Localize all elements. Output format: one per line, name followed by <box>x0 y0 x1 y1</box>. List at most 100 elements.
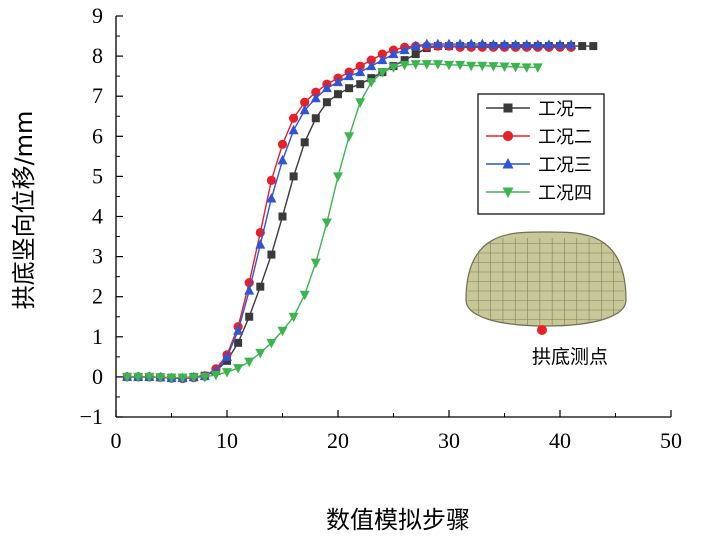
y-tick-label: −1 <box>80 404 103 429</box>
data-point <box>266 175 276 186</box>
data-point <box>377 54 388 65</box>
legend-marker <box>502 130 514 142</box>
axes: 0 10 20 30 40 50 −1 0 1 2 3 4 5 6 7 8 9 <box>80 3 682 453</box>
data-point <box>355 66 366 77</box>
data-point <box>388 48 399 59</box>
x-tick-label: 30 <box>438 428 460 453</box>
data-point <box>366 60 377 71</box>
y-axis-label: 拱底竖向位移/mm <box>10 111 38 310</box>
data-point <box>421 60 432 70</box>
y-tick-label: 7 <box>92 83 103 108</box>
data-point <box>521 39 532 49</box>
data-point <box>377 49 387 59</box>
data-point <box>266 192 277 203</box>
data-point <box>166 373 177 384</box>
data-point <box>233 325 244 335</box>
data-point <box>399 60 410 71</box>
x-tick-label: 50 <box>660 428 682 453</box>
data-point <box>432 60 443 70</box>
data-point <box>410 60 421 70</box>
y-tick-label: 3 <box>92 244 103 269</box>
data-point <box>444 60 454 71</box>
data-point <box>278 212 287 221</box>
x-tick-label: 0 <box>111 428 122 453</box>
data-point <box>222 351 232 361</box>
data-point <box>311 114 320 123</box>
legend-marker <box>502 187 514 198</box>
data-point <box>311 87 321 97</box>
x-tick-label: 20 <box>327 428 349 453</box>
data-point <box>455 38 466 49</box>
legend-item: 工况一 <box>486 99 592 120</box>
data-point <box>144 372 155 383</box>
data-point <box>377 68 388 78</box>
y-tick-label: 0 <box>92 364 103 389</box>
data-point <box>345 84 354 93</box>
data-point <box>333 172 343 182</box>
data-point <box>244 357 255 368</box>
legend-label: 工况四 <box>538 183 592 204</box>
data-point <box>367 74 376 83</box>
series-line <box>127 63 538 379</box>
legend-label: 工况二 <box>538 127 592 148</box>
data-point <box>300 138 309 147</box>
data-point <box>289 113 299 123</box>
data-point <box>566 39 577 49</box>
data-point <box>277 139 288 149</box>
data-point <box>310 258 321 269</box>
data-point <box>255 239 266 249</box>
data-point <box>510 62 521 73</box>
x-axis-label: 数值模拟步骤 <box>326 506 470 534</box>
data-point <box>210 370 221 381</box>
data-point <box>300 97 310 107</box>
data-point <box>366 78 377 88</box>
legend-item: 工况三 <box>486 155 592 176</box>
y-tick-label: 8 <box>92 43 103 68</box>
legend-item: 工况四 <box>486 183 592 204</box>
data-point <box>521 63 532 73</box>
data-point <box>255 348 266 359</box>
data-point <box>256 282 265 291</box>
data-point <box>322 98 331 107</box>
data-point <box>288 312 299 323</box>
data-point <box>155 373 166 383</box>
data-point <box>245 312 254 321</box>
data-point <box>267 250 276 259</box>
data-point <box>400 56 409 65</box>
data-point <box>233 364 244 374</box>
y-tick-label: 6 <box>92 123 103 148</box>
y-tick-label: 4 <box>92 204 103 229</box>
data-point <box>578 42 587 51</box>
data-point <box>299 290 310 301</box>
data-point <box>432 38 443 49</box>
x-tick-label: 40 <box>549 428 571 453</box>
data-point <box>244 285 255 295</box>
data-point <box>310 92 321 103</box>
data-point <box>455 60 466 71</box>
series-4 <box>122 60 543 384</box>
measurement-point-marker <box>537 325 547 335</box>
data-point <box>532 63 543 73</box>
data-point <box>499 62 510 73</box>
y-tick-label: 9 <box>92 3 103 28</box>
data-point <box>543 39 554 49</box>
data-point <box>366 55 376 65</box>
data-point <box>277 326 288 337</box>
data-point <box>344 70 355 81</box>
y-tick-label: 1 <box>92 324 103 349</box>
data-point <box>399 44 410 55</box>
data-point <box>410 40 421 51</box>
data-point <box>321 218 332 229</box>
measurement-point-label: 拱底测点 <box>532 346 608 368</box>
data-point <box>344 132 355 142</box>
y-tick-label: 5 <box>92 163 103 188</box>
data-point <box>177 373 188 384</box>
data-point <box>277 154 288 165</box>
data-point <box>188 373 199 383</box>
data-point <box>355 61 365 71</box>
data-point <box>122 372 133 383</box>
tunnel-inset: 拱底测点 <box>465 231 627 368</box>
data-point <box>466 61 477 72</box>
data-point <box>488 39 499 49</box>
